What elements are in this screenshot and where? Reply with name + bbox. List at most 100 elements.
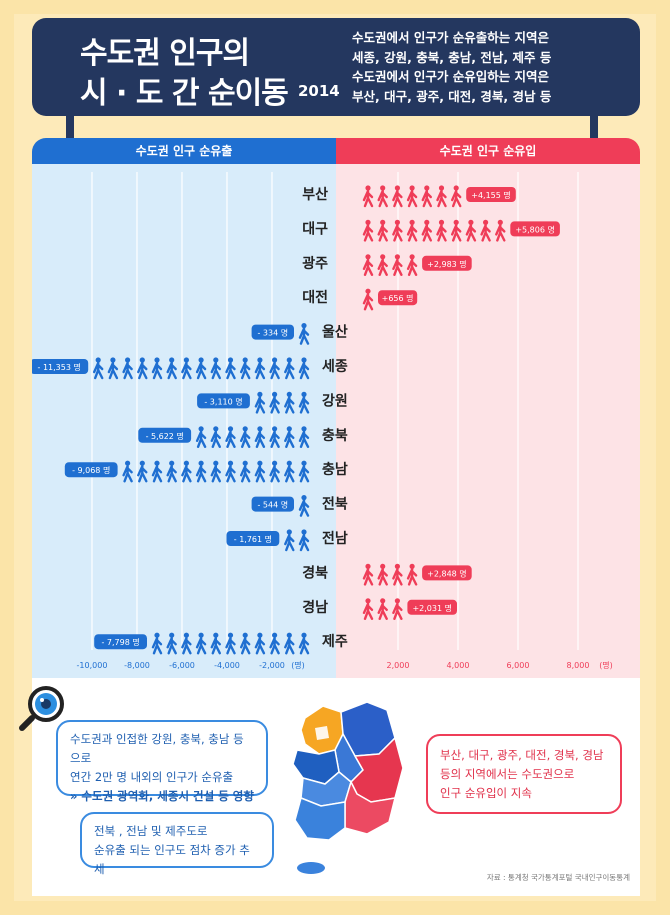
person-walking-icon	[285, 357, 293, 378]
person-walking-icon	[227, 461, 235, 482]
value-label: - 334 명	[257, 328, 288, 338]
person-walking-icon	[138, 357, 146, 378]
person-walking-icon	[212, 426, 220, 447]
value-label: - 7,798 명	[101, 637, 139, 647]
title-year: 2014	[298, 82, 340, 100]
x-tick-label: -6,000	[169, 661, 195, 670]
person-walking-icon	[452, 220, 460, 241]
person-walking-icon	[256, 426, 264, 447]
header-pin-left	[66, 116, 74, 138]
person-walking-icon	[182, 461, 190, 482]
person-walking-icon	[285, 633, 293, 654]
person-walking-icon	[379, 254, 387, 275]
region-label: 충북	[322, 428, 348, 444]
header-pin-right	[590, 116, 598, 138]
region-label: 대전	[302, 289, 328, 306]
note-blue1-line2: 연간 2만 명 내외의 인구가 순유출	[70, 768, 254, 787]
person-walking-icon	[227, 426, 235, 447]
x-tick-label: 8,000	[567, 661, 590, 670]
region-label: 전남	[322, 530, 348, 547]
note-blue2-line2: 순유출 되는 인구도 점차 증가 추세	[94, 841, 260, 879]
value-label: +2,848 명	[427, 568, 467, 578]
source-note: 자료 : 통계청 국가통계포털 국내인구이동통계	[487, 872, 630, 883]
value-label: - 3,110 명	[204, 396, 242, 406]
person-walking-icon	[285, 426, 293, 447]
note-red-inflow: 부산, 대구, 광주, 대전, 경북, 경남 등의 지역에서는 수도권으로 인구…	[426, 734, 622, 814]
region-label: 강원	[322, 392, 348, 409]
person-walking-icon	[408, 220, 416, 241]
person-walking-icon	[408, 564, 416, 585]
x-tick-label: -8,000	[124, 661, 150, 670]
migration-chart: 수도권 인구 순유출 수도권 인구 순유입 -10,000 -8,000 -6,00…	[32, 138, 640, 678]
value-label: +5,806 명	[515, 224, 555, 234]
value-label: +2,031 명	[412, 603, 452, 613]
person-walking-icon	[364, 185, 372, 206]
header-banner: 수도권 인구의 시 · 도 간 순이동 2014 수도권에서 인구가 순유출하는…	[32, 18, 640, 116]
x-tick-label: 6,000	[507, 661, 530, 670]
region-label: 경남	[302, 599, 328, 616]
person-walking-icon	[109, 357, 117, 378]
person-walking-icon	[423, 220, 431, 241]
region-label: 부산	[302, 186, 328, 203]
person-walking-icon	[496, 220, 504, 241]
person-walking-icon	[212, 461, 220, 482]
x-tick-label: 2,000	[387, 661, 410, 670]
x-tick-label: -2,000	[259, 661, 285, 670]
note-blue2-line1: 전북 , 전남 및 제주도로	[94, 822, 260, 841]
value-label: +4,155 명	[471, 190, 511, 200]
person-walking-icon	[364, 254, 372, 275]
person-walking-icon	[423, 185, 431, 206]
note-blue-adjacent: 수도권과 인접한 강원, 충북, 충남 등으로 연간 2만 명 내외의 인구가 …	[56, 720, 268, 796]
desc-line2: 세종, 강원, 충북, 충남, 전남, 제주 등	[352, 48, 551, 68]
person-walking-icon	[300, 461, 308, 482]
person-walking-icon	[256, 633, 264, 654]
region-label: 제주	[322, 634, 348, 650]
person-walking-icon	[482, 220, 490, 241]
person-walking-icon	[124, 357, 132, 378]
person-walking-icon	[379, 220, 387, 241]
korea-map-icon	[283, 698, 423, 878]
person-walking-icon	[256, 392, 264, 413]
person-walking-icon	[467, 220, 475, 241]
person-walking-icon	[153, 633, 161, 654]
note-blue1-line3: » 수도권 광역화, 세종시 건설 등 영향	[70, 787, 254, 806]
desc-line3: 수도권에서 인구가 순유입하는 지역은	[352, 67, 551, 87]
region-label: 광주	[302, 255, 328, 272]
person-walking-icon	[379, 564, 387, 585]
person-walking-icon	[227, 633, 235, 654]
person-walking-icon	[300, 323, 308, 344]
person-walking-icon	[241, 633, 249, 654]
person-walking-icon	[364, 598, 372, 619]
region-label: 경북	[302, 564, 328, 581]
x-tick-label: 4,000	[447, 661, 470, 670]
person-walking-icon	[364, 289, 372, 310]
x-unit-label: (명)	[291, 660, 305, 670]
person-walking-icon	[285, 529, 293, 550]
person-walking-icon	[285, 461, 293, 482]
person-walking-icon	[379, 185, 387, 206]
person-walking-icon	[256, 357, 264, 378]
region-label: 전북	[322, 496, 348, 513]
person-walking-icon	[438, 185, 446, 206]
person-walking-icon	[168, 357, 176, 378]
value-label: - 5,622 명	[146, 431, 184, 441]
header-description: 수도권에서 인구가 순유출하는 지역은 세종, 강원, 충북, 충남, 전남, …	[352, 28, 551, 106]
chart-svg: -10,000 -8,000 -6,000 -4,000 -2,000 2,000 4,00…	[32, 138, 640, 678]
value-label: +2,983 명	[427, 259, 467, 269]
person-walking-icon	[153, 461, 161, 482]
person-walking-icon	[256, 461, 264, 482]
person-walking-icon	[197, 461, 205, 482]
person-walking-icon	[379, 598, 387, 619]
person-walking-icon	[364, 564, 372, 585]
person-walking-icon	[300, 357, 308, 378]
region-label: 대구	[302, 221, 328, 237]
person-walking-icon	[212, 633, 220, 654]
person-walking-icon	[452, 185, 460, 206]
person-walking-icon	[285, 392, 293, 413]
value-label: - 11,353 명	[38, 362, 81, 372]
value-label: - 9,068 명	[72, 465, 110, 475]
person-walking-icon	[168, 461, 176, 482]
person-walking-icon	[138, 461, 146, 482]
desc-line1: 수도권에서 인구가 순유출하는 지역은	[352, 28, 551, 48]
person-walking-icon	[124, 461, 132, 482]
